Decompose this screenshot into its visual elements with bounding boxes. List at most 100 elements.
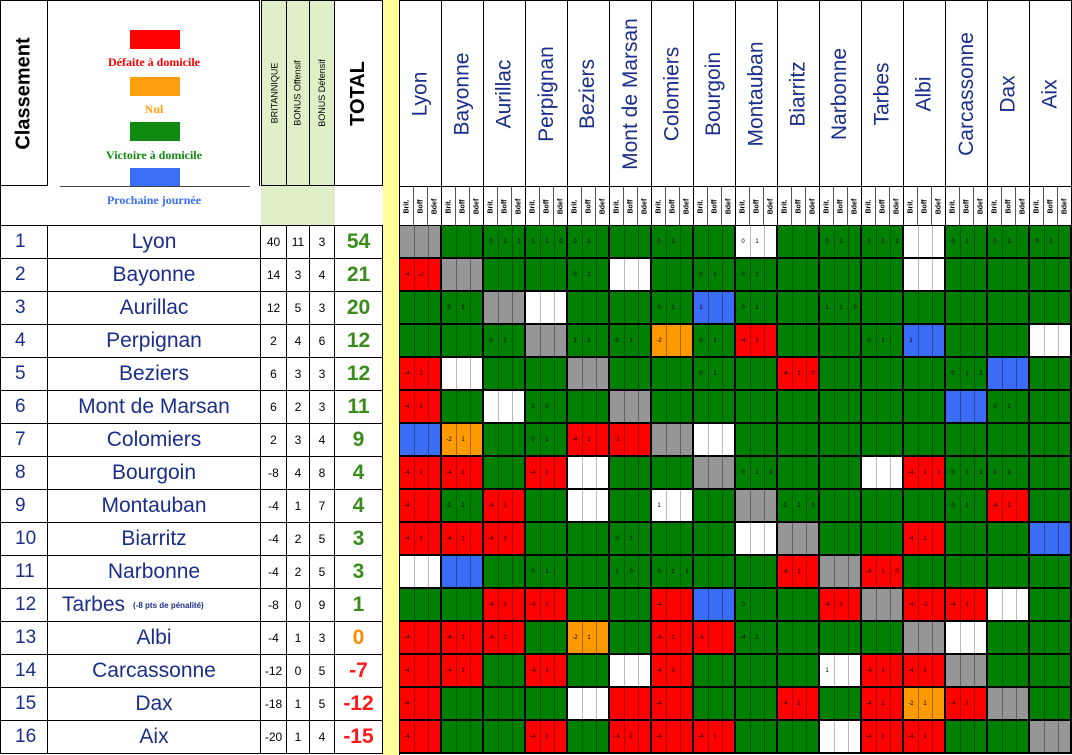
match-cell[interactable]: -4 1: [904, 655, 946, 688]
match-cell[interactable]: [652, 259, 694, 292]
match-cell[interactable]: [820, 391, 862, 424]
match-cell[interactable]: [694, 226, 736, 259]
match-cell[interactable]: -4 2: [610, 721, 652, 754]
match-cell[interactable]: -4 1: [862, 688, 904, 721]
match-cell[interactable]: -4 1: [946, 589, 988, 622]
match-cell[interactable]: [526, 490, 568, 523]
match-cell[interactable]: [694, 424, 736, 457]
match-cell[interactable]: -4 1: [904, 523, 946, 556]
match-cell[interactable]: [694, 391, 736, 424]
match-cell[interactable]: [904, 358, 946, 391]
match-cell[interactable]: -4: [652, 721, 694, 754]
match-cell[interactable]: [820, 523, 862, 556]
match-cell[interactable]: 0: [736, 589, 778, 622]
match-cell[interactable]: 1 1 0: [526, 226, 568, 259]
match-cell[interactable]: [526, 259, 568, 292]
match-cell[interactable]: -4 1: [568, 424, 610, 457]
match-cell[interactable]: -4 1: [484, 523, 526, 556]
match-cell[interactable]: [946, 391, 988, 424]
match-cell[interactable]: [988, 688, 1030, 721]
match-cell[interactable]: [610, 622, 652, 655]
match-cell[interactable]: -2: [610, 424, 652, 457]
match-cell[interactable]: [988, 721, 1030, 754]
match-cell[interactable]: [904, 292, 946, 325]
match-cell[interactable]: [568, 292, 610, 325]
match-cell[interactable]: [610, 226, 652, 259]
match-cell[interactable]: [1030, 259, 1072, 292]
match-cell[interactable]: [400, 556, 442, 589]
match-cell[interactable]: [946, 721, 988, 754]
match-cell[interactable]: [988, 358, 1030, 391]
match-cell[interactable]: [568, 589, 610, 622]
match-cell[interactable]: -4 1: [526, 589, 568, 622]
match-cell[interactable]: [442, 556, 484, 589]
match-cell[interactable]: [442, 589, 484, 622]
match-cell[interactable]: [736, 424, 778, 457]
match-cell[interactable]: [526, 292, 568, 325]
match-cell[interactable]: 1: [694, 292, 736, 325]
match-cell[interactable]: -4: [400, 490, 442, 523]
match-cell[interactable]: [904, 622, 946, 655]
match-cell[interactable]: -4 1 1: [904, 457, 946, 490]
match-cell[interactable]: [526, 523, 568, 556]
match-cell[interactable]: [526, 622, 568, 655]
match-cell[interactable]: [820, 688, 862, 721]
match-cell[interactable]: [820, 325, 862, 358]
match-cell[interactable]: [610, 490, 652, 523]
match-cell[interactable]: [442, 391, 484, 424]
match-cell[interactable]: [568, 391, 610, 424]
match-cell[interactable]: -4: [400, 655, 442, 688]
match-cell[interactable]: [652, 391, 694, 424]
match-cell[interactable]: [778, 523, 820, 556]
match-cell[interactable]: 1: [652, 490, 694, 523]
match-cell[interactable]: [946, 556, 988, 589]
match-cell[interactable]: [610, 259, 652, 292]
match-cell[interactable]: -4: [694, 622, 736, 655]
match-cell[interactable]: -4 1: [736, 622, 778, 655]
match-cell[interactable]: [862, 523, 904, 556]
match-cell[interactable]: [652, 424, 694, 457]
match-cell[interactable]: [820, 622, 862, 655]
match-cell[interactable]: [1030, 325, 1072, 358]
match-cell[interactable]: [946, 622, 988, 655]
match-cell[interactable]: [736, 391, 778, 424]
match-cell[interactable]: [400, 424, 442, 457]
match-cell[interactable]: -4: [400, 688, 442, 721]
match-cell[interactable]: [526, 688, 568, 721]
match-cell[interactable]: [1030, 358, 1072, 391]
match-cell[interactable]: [736, 523, 778, 556]
match-cell[interactable]: [820, 457, 862, 490]
match-cell[interactable]: [778, 226, 820, 259]
match-cell[interactable]: [820, 721, 862, 754]
match-cell[interactable]: -4 1: [442, 457, 484, 490]
match-cell[interactable]: [946, 655, 988, 688]
match-cell[interactable]: [400, 325, 442, 358]
match-cell[interactable]: [442, 226, 484, 259]
match-cell[interactable]: -4 1: [526, 721, 568, 754]
match-cell[interactable]: -4 1 0: [778, 358, 820, 391]
match-cell[interactable]: 0 1 0: [778, 490, 820, 523]
match-cell[interactable]: -4 1: [946, 688, 988, 721]
match-cell[interactable]: [736, 721, 778, 754]
match-cell[interactable]: [988, 556, 1030, 589]
match-cell[interactable]: [862, 259, 904, 292]
match-cell[interactable]: -4 -2: [400, 259, 442, 292]
match-cell[interactable]: [778, 589, 820, 622]
match-cell[interactable]: [526, 325, 568, 358]
match-cell[interactable]: [862, 358, 904, 391]
match-cell[interactable]: -4 1: [694, 721, 736, 754]
match-cell[interactable]: -4 1: [400, 457, 442, 490]
match-cell[interactable]: [484, 259, 526, 292]
match-cell[interactable]: [610, 655, 652, 688]
match-cell[interactable]: [862, 622, 904, 655]
match-cell[interactable]: [1030, 622, 1072, 655]
